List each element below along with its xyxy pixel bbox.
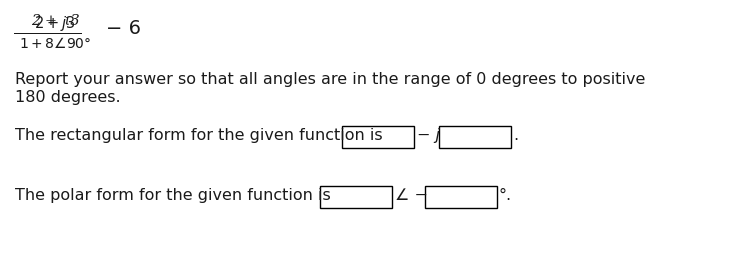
Text: ∠ −: ∠ − <box>395 188 428 203</box>
Text: − j: − j <box>417 128 440 143</box>
Text: The polar form for the given function is: The polar form for the given function is <box>15 188 331 203</box>
FancyBboxPatch shape <box>425 186 497 208</box>
Text: 180 degrees.: 180 degrees. <box>15 90 120 105</box>
Text: − 6: − 6 <box>106 18 141 38</box>
FancyBboxPatch shape <box>342 126 414 148</box>
Text: 2 +  ι3: 2 + ι3 <box>31 14 79 28</box>
Text: Report your answer so that all angles are in the range of 0 degrees to positive: Report your answer so that all angles ar… <box>15 72 645 87</box>
Text: $2 + j3$: $2 + j3$ <box>34 14 76 33</box>
Text: The rectangular form for the given function is: The rectangular form for the given funct… <box>15 128 382 143</box>
Text: $1 + 8\angle 90°$: $1 + 8\angle 90°$ <box>19 36 91 51</box>
FancyBboxPatch shape <box>439 126 511 148</box>
Text: .: . <box>513 128 518 143</box>
Text: °.: °. <box>499 188 512 203</box>
FancyBboxPatch shape <box>320 186 392 208</box>
